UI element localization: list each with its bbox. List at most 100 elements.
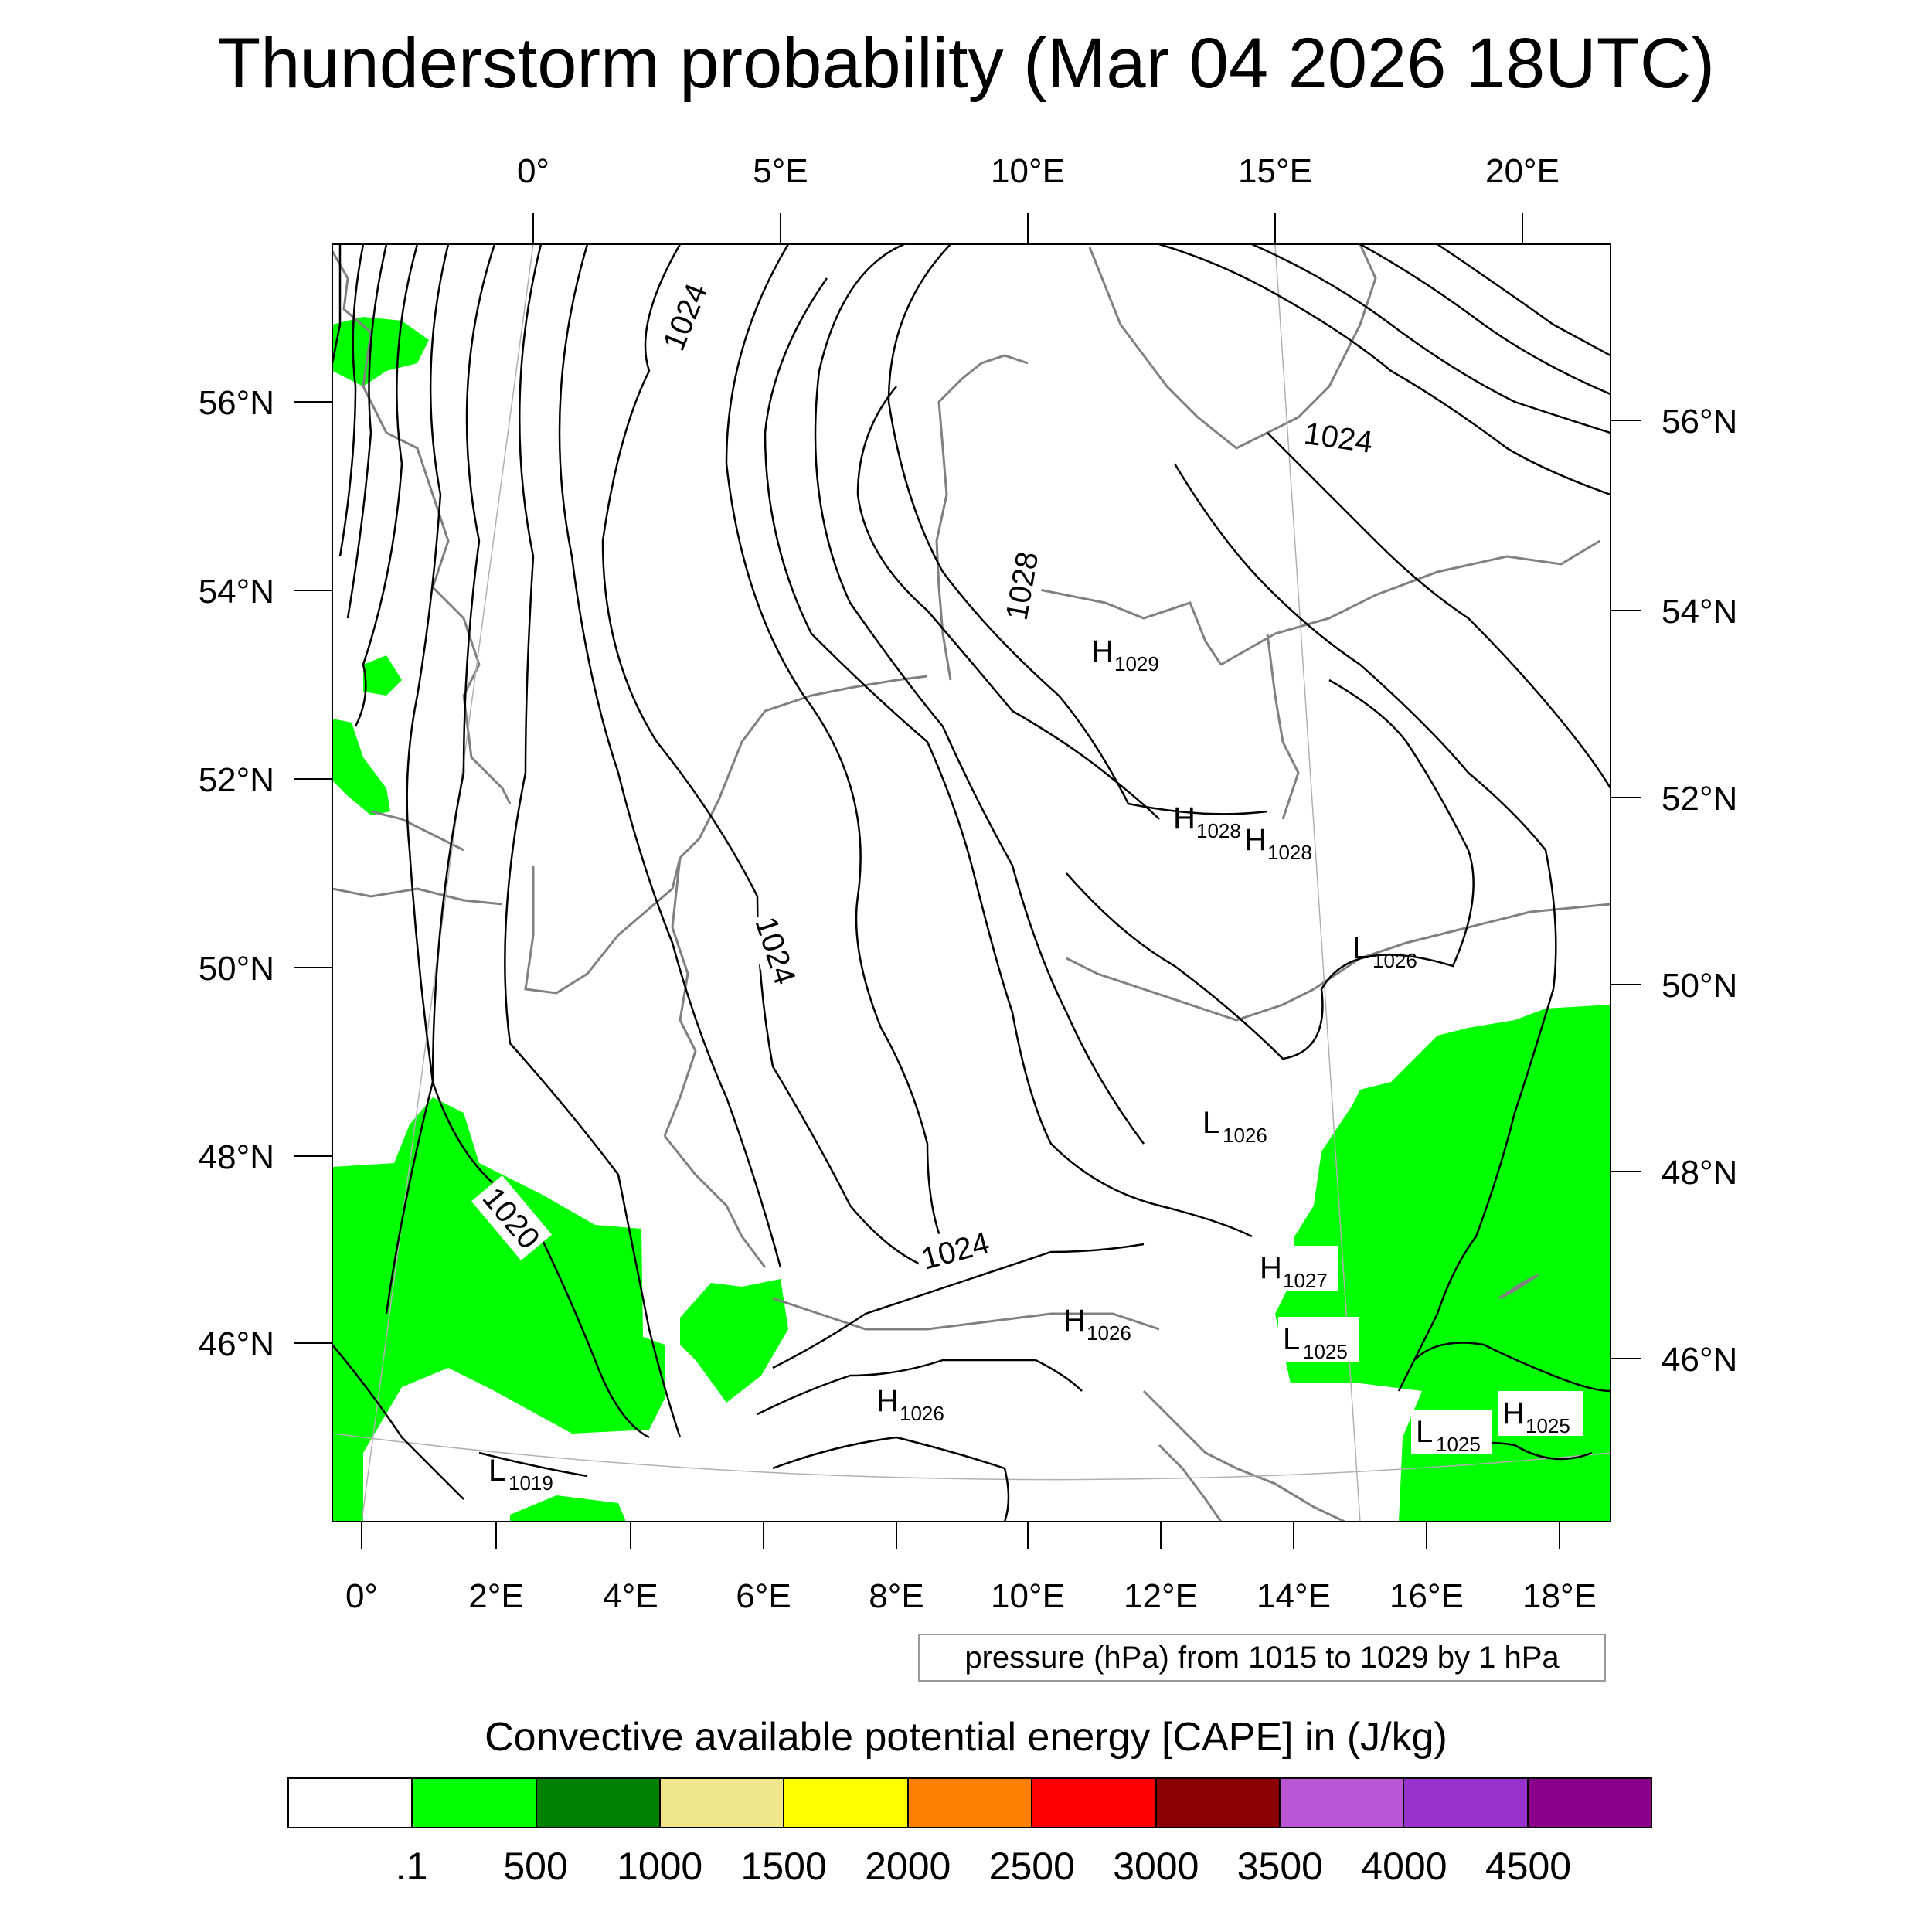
isobar-1024-b — [725, 244, 944, 1245]
border-alps — [772, 1297, 1160, 1331]
isobar-ne4 — [1437, 244, 1611, 357]
bottom-lon-tick-label: 2°E — [468, 1577, 523, 1615]
meridian-15e — [1274, 244, 1361, 1522]
map-frame — [332, 243, 1611, 1522]
isobar-ne1 — [1158, 244, 1611, 496]
colorbar-label: 3000 — [1113, 1845, 1199, 1888]
svg-text:H: H — [1502, 1396, 1525, 1430]
graticule-layer — [332, 244, 1611, 1522]
bottom-lon-tick-label: 4°E — [603, 1577, 658, 1615]
colorbar-label: 3500 — [1236, 1845, 1323, 1888]
pressure-center-low: L 1019 — [488, 1454, 553, 1495]
isobar-ne3 — [1359, 244, 1611, 396]
isobar-1020 — [431, 244, 650, 1439]
colorbar-label: 4500 — [1485, 1845, 1572, 1888]
svg-text:L: L — [1352, 931, 1369, 965]
cape-area-southwest — [332, 1097, 665, 1522]
svg-text:1028: 1028 — [1267, 841, 1312, 864]
svg-text:L: L — [1283, 1322, 1300, 1356]
contour-info-box: pressure (hPa) from 1015 to 1029 by 1 hP… — [918, 1634, 1606, 1682]
colorbar-box — [659, 1779, 784, 1827]
right-lat-tick-label: 46°N — [1662, 1341, 1737, 1379]
top-lon-tick-label: 15°E — [1238, 152, 1312, 190]
left-lat-tick-label: 54°N — [199, 573, 274, 611]
cape-area-central-south — [680, 1279, 788, 1403]
svg-text:1025: 1025 — [1436, 1433, 1481, 1456]
svg-text:1025: 1025 — [1526, 1414, 1570, 1437]
top-lon-tick-label: 10°E — [991, 152, 1065, 190]
parallel-45n — [332, 1433, 1611, 1481]
cape-area-northwest — [332, 317, 429, 386]
cape-area-west-1 — [363, 655, 402, 696]
right-latitude-axis — [1611, 420, 1641, 1359]
isobar-alps-2 — [757, 1359, 1083, 1416]
isobar-alps-1 — [772, 1243, 1145, 1369]
contour-label: 1024 — [1298, 412, 1379, 463]
border-england-wales — [370, 810, 464, 852]
right-lat-tick-label: 48°N — [1662, 1154, 1737, 1192]
colorbar-box — [1526, 1779, 1651, 1827]
svg-text:H: H — [1260, 1251, 1282, 1285]
pressure-center-low: L 1025 — [1278, 1317, 1359, 1363]
coastline-britain — [332, 250, 512, 804]
colorbar-label: 2500 — [988, 1845, 1075, 1888]
bottom-lon-tick-label: 14°E — [1257, 1577, 1331, 1615]
isobar-w5 — [385, 244, 450, 1315]
colorbar-box — [1278, 1779, 1403, 1827]
isobar-se-loop — [1413, 1342, 1611, 1393]
top-lon-tick-label: 5°E — [753, 152, 808, 190]
colorbar-label: 2000 — [865, 1845, 951, 1888]
pressure-center-high: H 1027 — [1253, 1246, 1338, 1292]
coastline-italy — [1158, 1444, 1223, 1522]
coastline-adriatic — [1142, 1389, 1345, 1522]
pressure-center-high: H 1028 — [1244, 823, 1312, 864]
svg-text:1025: 1025 — [1303, 1340, 1348, 1363]
isobar-sw — [332, 1344, 464, 1500]
svg-text:1026: 1026 — [1372, 949, 1417, 972]
svg-text:H: H — [1173, 801, 1196, 835]
left-lat-tick-label: 56°N — [199, 384, 274, 422]
svg-text:1019: 1019 — [509, 1471, 553, 1495]
pressure-center-high: H 1028 — [1173, 801, 1241, 842]
top-lon-tick-label: 0° — [517, 152, 549, 190]
pressure-center-high: H 1026 — [1063, 1304, 1131, 1345]
pressure-center-high: H 1026 — [876, 1384, 944, 1425]
left-lat-tick-label: 46°N — [199, 1325, 274, 1363]
coastline-baltic-south — [1027, 586, 1223, 665]
isobar-east-2 — [1267, 432, 1611, 789]
right-lat-tick-label: 56°N — [1662, 403, 1737, 440]
isobar-alps-3 — [772, 1436, 1010, 1522]
pressure-center-low: L 1026 — [1202, 1106, 1267, 1147]
colorbar — [287, 1777, 1652, 1828]
bottom-lon-tick-label: 10°E — [991, 1577, 1065, 1615]
coastline-jutland — [935, 354, 1029, 681]
svg-text:L: L — [1202, 1106, 1219, 1140]
colorbar-label: 1500 — [740, 1845, 827, 1888]
coastline-channel — [332, 887, 503, 906]
left-latitude-axis — [294, 401, 332, 1344]
right-lat-tick-label: 52°N — [1662, 780, 1737, 818]
isobar-1027 — [887, 244, 1268, 815]
colorbar-label: 4000 — [1361, 1845, 1447, 1888]
svg-text:L: L — [488, 1454, 505, 1488]
border-czechia — [1066, 957, 1315, 1022]
svg-text:H: H — [1091, 634, 1114, 668]
isobar-1025 — [764, 277, 1253, 1238]
colorbar-box — [1403, 1779, 1527, 1827]
svg-text:1026: 1026 — [1087, 1321, 1131, 1345]
svg-text:1029: 1029 — [1114, 652, 1159, 675]
bottom-lon-tick-label: 12°E — [1124, 1577, 1198, 1615]
isobar-w7 — [504, 244, 682, 1438]
isobar-east — [1173, 463, 1557, 1392]
meridian-0 — [361, 244, 534, 1522]
pressure-center-high: H 1025 — [1498, 1391, 1583, 1437]
svg-text:H: H — [1244, 823, 1267, 857]
coastline-sweden — [1088, 244, 1377, 450]
colorbar-box — [411, 1779, 536, 1827]
svg-text:1027: 1027 — [1283, 1269, 1328, 1292]
svg-text:H: H — [876, 1384, 899, 1418]
isobar-w4 — [354, 244, 419, 727]
isobar-ne2 — [1251, 244, 1611, 434]
contour-label: 1024 — [651, 274, 718, 359]
